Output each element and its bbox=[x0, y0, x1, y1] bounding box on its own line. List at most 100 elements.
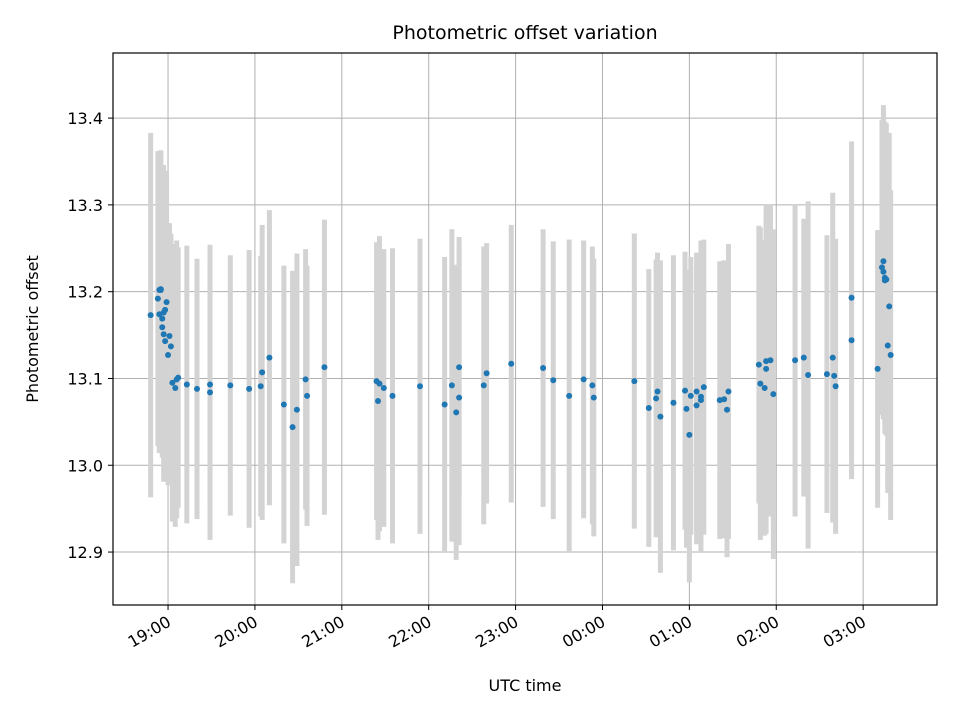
data-point bbox=[163, 299, 170, 306]
data-point bbox=[589, 382, 596, 389]
data-point bbox=[848, 294, 855, 301]
data-point bbox=[886, 303, 893, 310]
data-point bbox=[169, 379, 176, 386]
data-point bbox=[653, 395, 660, 402]
data-point bbox=[763, 365, 770, 372]
data-point bbox=[227, 382, 234, 389]
data-point bbox=[375, 398, 382, 405]
data-point bbox=[302, 376, 309, 383]
data-point bbox=[172, 385, 179, 392]
data-point bbox=[540, 365, 547, 372]
data-point bbox=[162, 338, 169, 345]
data-point bbox=[508, 360, 515, 367]
data-point bbox=[167, 343, 174, 350]
data-point bbox=[207, 389, 214, 396]
data-point bbox=[848, 337, 855, 344]
data-point bbox=[755, 361, 762, 368]
data-point bbox=[480, 382, 487, 389]
data-point bbox=[805, 372, 812, 378]
data-point bbox=[880, 258, 887, 265]
y-tick-label: 13.1 bbox=[67, 369, 103, 388]
y-tick-label: 13.0 bbox=[67, 456, 103, 475]
data-point bbox=[453, 409, 460, 416]
data-point bbox=[874, 365, 881, 372]
data-point bbox=[157, 286, 164, 293]
data-point bbox=[792, 357, 799, 364]
data-point bbox=[657, 413, 664, 420]
data-point bbox=[631, 378, 638, 385]
data-point bbox=[832, 383, 839, 390]
data-point bbox=[160, 331, 167, 338]
data-point bbox=[725, 388, 732, 395]
data-point bbox=[259, 369, 266, 376]
data-point bbox=[654, 388, 661, 395]
data-point bbox=[154, 295, 161, 302]
data-point bbox=[683, 405, 690, 412]
data-point bbox=[456, 364, 463, 371]
data-point bbox=[645, 404, 652, 411]
data-point bbox=[147, 312, 154, 319]
data-point bbox=[580, 376, 587, 383]
y-tick-label: 12.9 bbox=[67, 543, 103, 562]
data-point bbox=[483, 370, 490, 377]
data-point bbox=[193, 385, 200, 392]
data-point bbox=[887, 352, 894, 359]
data-point bbox=[266, 354, 273, 361]
data-point bbox=[761, 385, 768, 392]
plot-frame bbox=[112, 52, 938, 606]
data-point bbox=[175, 374, 182, 381]
data-point bbox=[441, 401, 448, 408]
data-point bbox=[682, 387, 689, 394]
data-point bbox=[159, 324, 166, 331]
data-point bbox=[417, 383, 424, 390]
data-point bbox=[687, 392, 694, 399]
data-point bbox=[159, 315, 166, 322]
point-layer bbox=[147, 258, 894, 438]
data-point bbox=[829, 354, 836, 361]
data-point bbox=[183, 381, 190, 388]
data-point bbox=[246, 385, 253, 392]
data-point bbox=[693, 402, 700, 409]
data-point bbox=[448, 382, 455, 389]
data-point bbox=[456, 394, 463, 401]
data-point bbox=[590, 394, 597, 401]
y-axis-label: Photometric offset bbox=[23, 255, 42, 403]
x-axis-label: UTC time bbox=[489, 676, 562, 695]
data-point bbox=[389, 392, 396, 399]
data-point bbox=[376, 380, 383, 387]
y-tick-label: 13.4 bbox=[67, 109, 103, 128]
data-point bbox=[162, 306, 169, 313]
data-point bbox=[767, 357, 774, 364]
data-point bbox=[280, 401, 287, 408]
data-point bbox=[883, 276, 890, 283]
data-point bbox=[800, 354, 807, 361]
y-tick-label: 13.2 bbox=[67, 283, 103, 302]
data-point bbox=[321, 364, 328, 371]
chart-title: Photometric offset variation bbox=[392, 22, 657, 44]
data-point bbox=[289, 424, 296, 431]
data-point bbox=[770, 391, 777, 398]
data-point bbox=[257, 383, 264, 390]
data-point bbox=[207, 381, 214, 388]
data-point bbox=[166, 332, 173, 339]
data-point bbox=[884, 342, 891, 349]
data-point bbox=[165, 352, 172, 359]
data-point bbox=[693, 388, 700, 395]
data-point bbox=[686, 431, 693, 438]
data-point bbox=[823, 371, 830, 378]
data-point bbox=[721, 396, 728, 403]
data-point bbox=[757, 380, 764, 387]
data-point bbox=[304, 392, 311, 399]
data-point bbox=[380, 385, 387, 392]
data-point bbox=[566, 392, 573, 399]
data-point bbox=[697, 393, 704, 400]
data-point bbox=[670, 399, 677, 406]
y-tick-label: 13.3 bbox=[67, 196, 103, 215]
data-point bbox=[831, 372, 838, 379]
data-point bbox=[880, 268, 887, 275]
data-point bbox=[293, 406, 300, 413]
data-point bbox=[724, 406, 731, 413]
data-point bbox=[550, 377, 557, 384]
